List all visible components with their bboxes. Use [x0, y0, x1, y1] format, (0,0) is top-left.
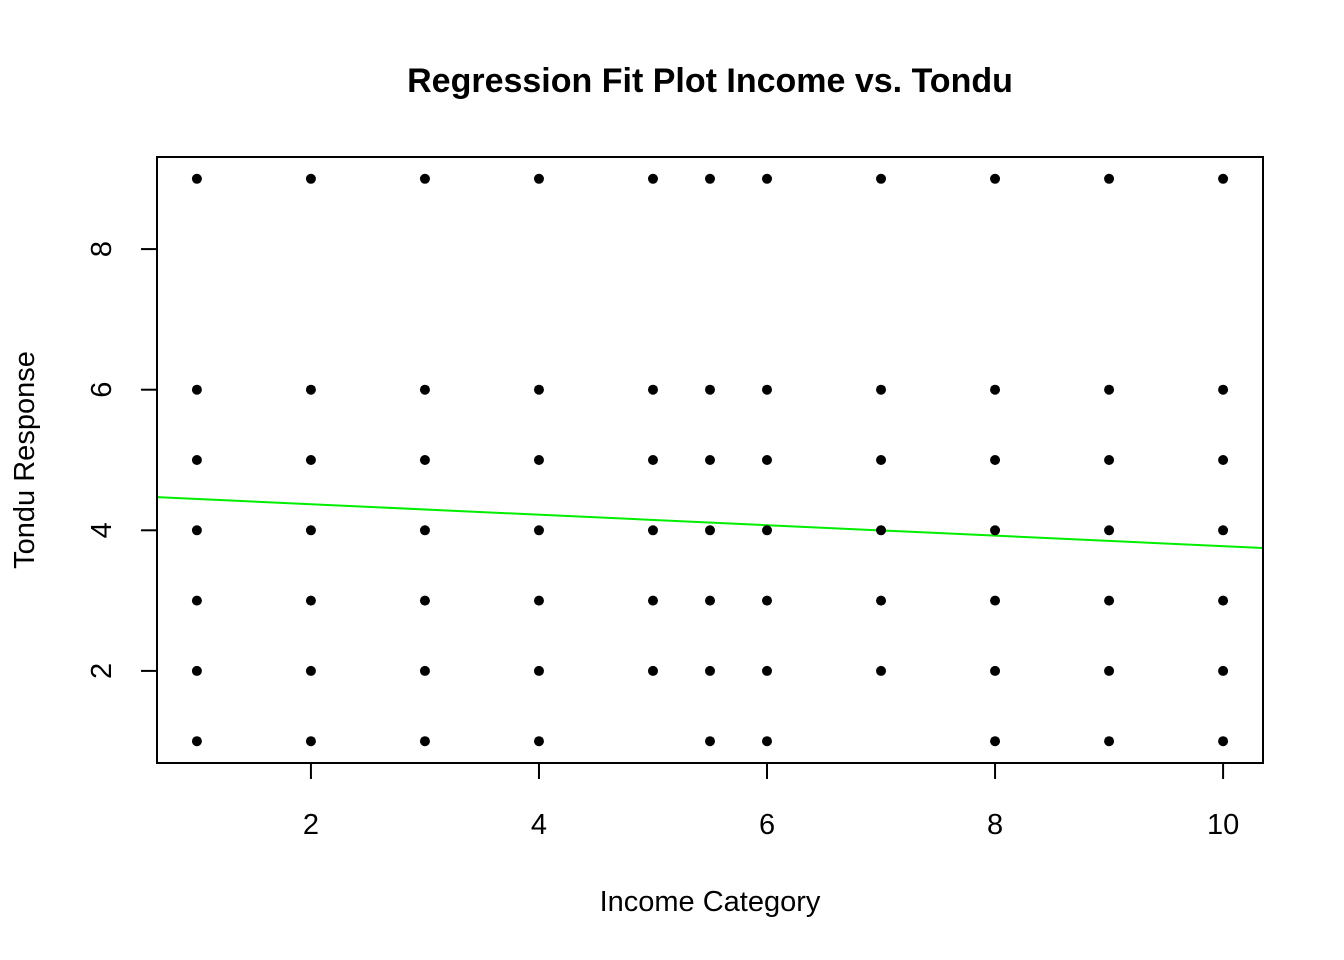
data-point: [305, 665, 316, 676]
data-point: [762, 525, 773, 536]
data-point: [1218, 595, 1229, 606]
data-point: [990, 595, 1001, 606]
data-point: [191, 595, 202, 606]
data-point: [1104, 525, 1115, 536]
data-point: [1218, 384, 1229, 395]
x-tick-label: 10: [1207, 809, 1239, 841]
data-point: [876, 665, 887, 676]
y-tick-label: 6: [86, 382, 118, 398]
data-point: [419, 736, 430, 747]
x-tick-label: 2: [303, 809, 319, 841]
y-tick-label: 4: [86, 522, 118, 538]
data-point: [647, 455, 658, 465]
data-point: [191, 736, 202, 747]
data-point: [990, 173, 1001, 184]
data-point: [990, 665, 1001, 676]
y-tick-label: 2: [86, 663, 118, 679]
data-point: [705, 736, 715, 747]
data-point: [1218, 525, 1229, 536]
data-point: [533, 665, 544, 676]
data-point: [762, 384, 773, 395]
regression-line-group: [156, 496, 1264, 549]
data-point: [647, 665, 658, 676]
data-point: [305, 525, 316, 536]
data-point: [705, 173, 715, 184]
data-point: [1104, 384, 1115, 395]
data-point: [990, 736, 1001, 747]
data-point: [419, 173, 430, 184]
data-point: [191, 665, 202, 676]
data-point: [1218, 455, 1229, 465]
x-tick-label: 4: [531, 809, 547, 841]
data-point: [1104, 736, 1115, 747]
data-point: [1104, 173, 1115, 184]
data-point: [305, 455, 316, 465]
data-point: [1104, 595, 1115, 606]
data-point: [419, 384, 430, 395]
axis-ticks: 2 4 6 8 10 2 4 6 8: [86, 241, 1239, 841]
data-point: [1218, 173, 1229, 184]
data-point: [419, 595, 430, 606]
data-point: [990, 455, 1001, 465]
data-point: [876, 455, 887, 465]
data-point: [647, 595, 658, 606]
data-point: [705, 665, 715, 676]
data-point: [762, 665, 773, 676]
data-point: [191, 173, 202, 184]
data-point: [305, 384, 316, 395]
x-tick-label: 6: [759, 809, 775, 841]
data-point: [876, 595, 887, 606]
data-point: [1104, 665, 1115, 676]
data-point: [762, 455, 773, 465]
data-point: [533, 736, 544, 747]
data-point: [876, 384, 887, 395]
data-point: [533, 173, 544, 184]
data-point: [647, 525, 658, 536]
data-point: [191, 455, 202, 465]
data-point: [876, 525, 887, 536]
data-point: [533, 455, 544, 465]
data-point: [191, 384, 202, 395]
data-point: [705, 384, 715, 395]
data-point: [705, 525, 715, 536]
data-point: [533, 384, 544, 395]
x-tick-label: 8: [987, 809, 1003, 841]
data-point: [705, 455, 715, 465]
plot-area-frame: [156, 156, 1264, 764]
data-point: [990, 384, 1001, 395]
y-tick-label: 8: [86, 241, 118, 257]
data-point: [1218, 665, 1229, 676]
data-points: [191, 173, 1229, 747]
data-point: [191, 525, 202, 536]
data-point: [305, 736, 316, 747]
data-point: [762, 736, 773, 747]
data-point: [876, 173, 887, 184]
data-point: [647, 384, 658, 395]
data-point: [647, 173, 658, 184]
y-axis-label: Tondu Response: [9, 351, 41, 569]
data-point: [419, 525, 430, 536]
data-point: [533, 525, 544, 536]
data-point: [705, 595, 715, 606]
data-point: [305, 595, 316, 606]
regression-fit-line: [156, 496, 1264, 549]
data-point: [762, 595, 773, 606]
x-axis-label: Income Category: [600, 886, 821, 918]
data-point: [419, 665, 430, 676]
data-point: [1104, 455, 1115, 465]
data-point: [1218, 736, 1229, 747]
data-point: [533, 595, 544, 606]
data-point: [419, 455, 430, 465]
data-point: [990, 525, 1001, 536]
data-point: [305, 173, 316, 184]
chart-title: Regression Fit Plot Income vs. Tondu: [407, 62, 1013, 100]
data-point: [762, 173, 773, 184]
